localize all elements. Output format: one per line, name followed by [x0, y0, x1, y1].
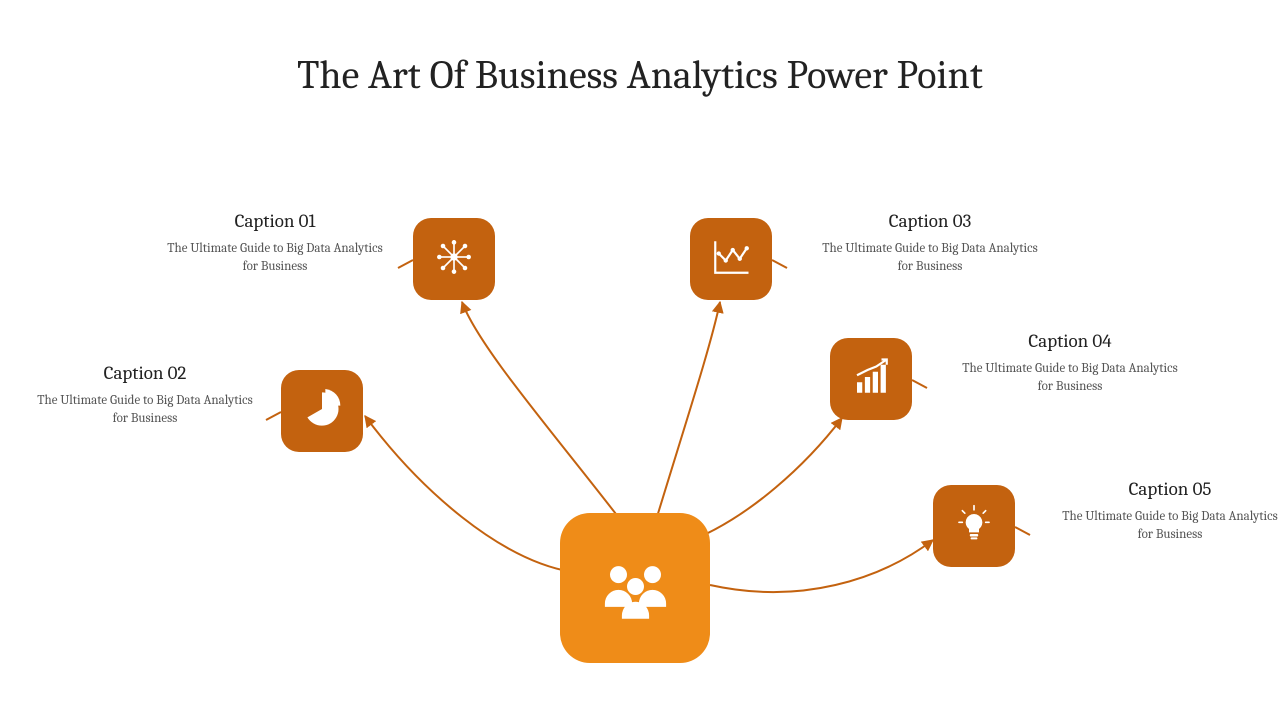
- caption-title: Caption 02: [35, 362, 255, 384]
- node-n5: [933, 485, 1015, 567]
- line-chart-icon: [710, 236, 752, 282]
- pie-icon: [302, 389, 342, 433]
- caption-block-n5: Caption 05 The Ultimate Guide to Big Data…: [1060, 478, 1280, 543]
- caption-desc: The Ultimate Guide to Big Data Analytics…: [35, 392, 255, 427]
- bulb-icon: [954, 504, 994, 548]
- caption-block-n4: Caption 04 The Ultimate Guide to Big Data…: [960, 330, 1180, 395]
- caption-desc: The Ultimate Guide to Big Data Analytics…: [165, 240, 385, 275]
- caption-block-n1: Caption 01 The Ultimate Guide to Big Data…: [165, 210, 385, 275]
- caption-title: Caption 01: [165, 210, 385, 232]
- center-node: [560, 513, 710, 663]
- caption-desc: The Ultimate Guide to Big Data Analytics…: [1060, 508, 1280, 543]
- caption-title: Caption 04: [960, 330, 1180, 352]
- caption-title: Caption 05: [1060, 478, 1280, 500]
- node-n1: [413, 218, 495, 300]
- caption-desc: The Ultimate Guide to Big Data Analytics…: [820, 240, 1040, 275]
- people-icon: [593, 544, 678, 633]
- node-n2: [281, 370, 363, 452]
- caption-block-n2: Caption 02 The Ultimate Guide to Big Data…: [35, 362, 255, 427]
- node-n4: [830, 338, 912, 420]
- node-n3: [690, 218, 772, 300]
- bar-growth-icon: [850, 356, 892, 402]
- caption-block-n3: Caption 03 The Ultimate Guide to Big Data…: [820, 210, 1040, 275]
- caption-desc: The Ultimate Guide to Big Data Analytics…: [960, 360, 1180, 395]
- network-icon: [432, 235, 476, 283]
- diagram-canvas: Caption 01 The Ultimate Guide to Big Data…: [0, 0, 1280, 720]
- caption-title: Caption 03: [820, 210, 1040, 232]
